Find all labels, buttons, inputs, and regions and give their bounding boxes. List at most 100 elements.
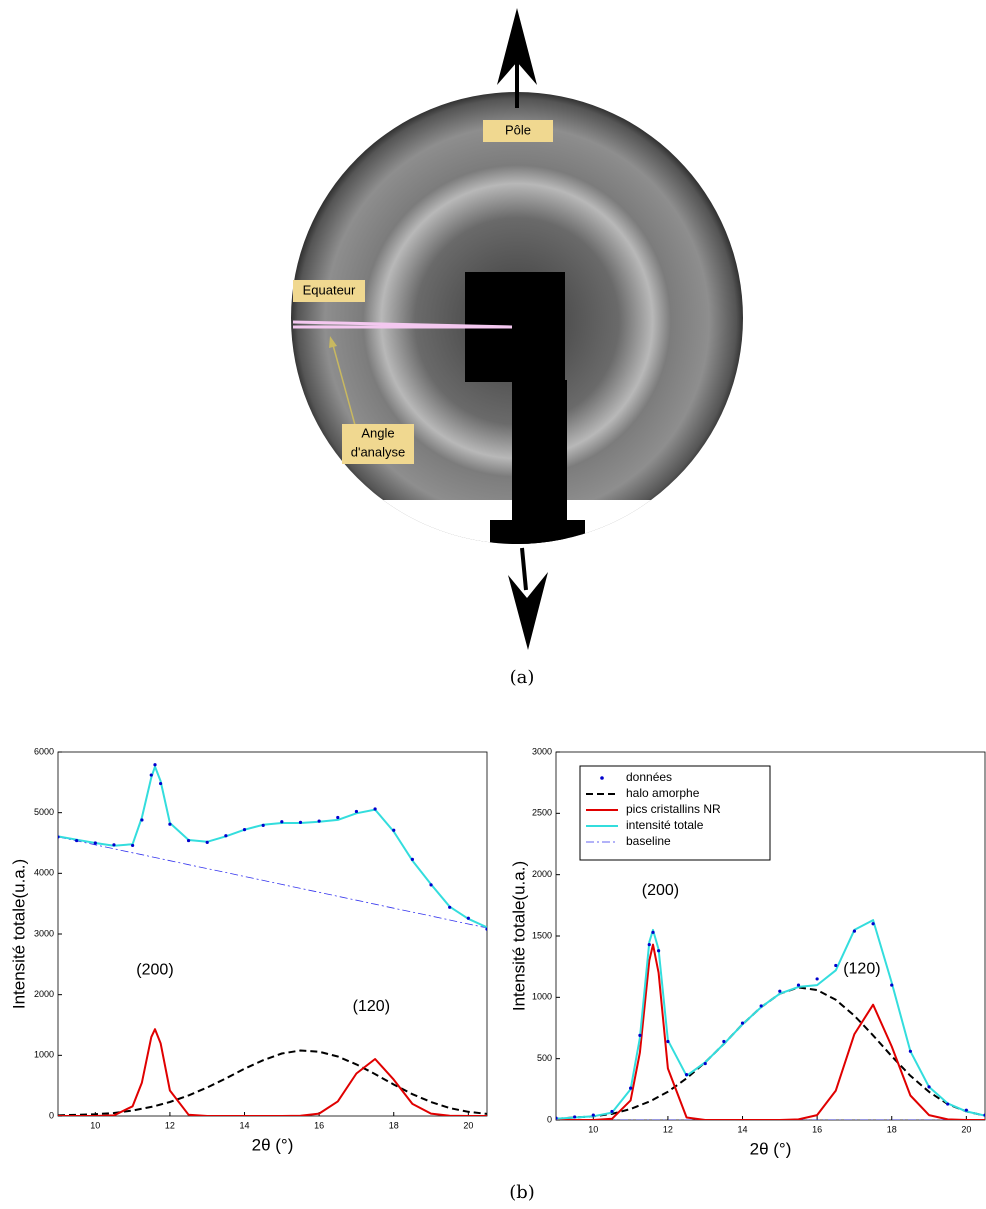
- data-point: [964, 1108, 968, 1112]
- data-point: [280, 820, 284, 824]
- data-point: [485, 927, 487, 931]
- data-point: [556, 1116, 558, 1120]
- x-tick-label: 12: [663, 1124, 673, 1134]
- data-point: [759, 1004, 763, 1008]
- x-tick-label: 18: [887, 1124, 897, 1134]
- data-point: [651, 930, 655, 934]
- legend-label: intensité totale: [626, 818, 704, 832]
- data-point: [317, 819, 321, 823]
- annotation: (200): [136, 962, 173, 979]
- x-tick-label: 14: [240, 1120, 250, 1130]
- data-point: [429, 883, 433, 887]
- y-tick-label: 6000: [34, 746, 54, 756]
- data-point: [871, 922, 875, 926]
- x-axis-label: 2θ (°): [252, 1135, 294, 1154]
- caption: (a): [510, 667, 535, 688]
- x-axis-label: 2θ (°): [750, 1139, 792, 1158]
- y-tick-label: 2000: [34, 989, 54, 999]
- data-point: [466, 916, 470, 920]
- beam-stop-arm: [512, 380, 567, 544]
- pointer-head: [329, 336, 337, 348]
- y-tick-label: 2000: [532, 869, 552, 879]
- series-line: [556, 943, 985, 1120]
- y-tick-label: 4000: [34, 868, 54, 878]
- series-line: [58, 836, 487, 929]
- annotation: (200): [642, 882, 679, 899]
- label-box: [483, 120, 553, 142]
- data-point: [666, 1039, 670, 1044]
- data-point: [149, 773, 153, 777]
- data-point: [153, 763, 157, 767]
- legend-label: halo amorphe: [626, 786, 700, 800]
- caption: (b): [509, 1182, 535, 1203]
- data-point: [448, 905, 452, 909]
- data-point: [58, 835, 60, 839]
- y-tick-label: 1000: [532, 992, 552, 1002]
- y-tick-label: 500: [537, 1053, 552, 1063]
- data-point: [638, 1033, 642, 1037]
- arrow-down-head: [508, 572, 548, 650]
- data-point: [834, 963, 838, 968]
- y-tick-label: 0: [547, 1114, 552, 1124]
- x-tick-label: 16: [812, 1124, 822, 1134]
- data-point: [224, 834, 228, 838]
- angle-label: d'analyse: [351, 444, 406, 459]
- data-point: [629, 1086, 633, 1090]
- x-tick-label: 20: [463, 1120, 473, 1130]
- data-point: [852, 929, 857, 933]
- pointer: [332, 344, 356, 426]
- data-point: [656, 949, 661, 953]
- data-point: [298, 820, 303, 824]
- data-point: [410, 857, 414, 861]
- data-point: [796, 983, 801, 987]
- series-line: [58, 1049, 487, 1116]
- data-point: [112, 843, 116, 847]
- x-tick-label: 10: [90, 1120, 100, 1130]
- data-point: [927, 1085, 931, 1089]
- label-box: [293, 280, 365, 302]
- y-tick-label: 1000: [34, 1050, 54, 1060]
- data-point: [647, 942, 651, 947]
- data-point: [946, 1102, 950, 1106]
- data-point: [93, 841, 97, 845]
- data-point: [140, 818, 144, 822]
- pole-label: Pôle: [505, 122, 531, 137]
- x-tick-label: 12: [165, 1120, 175, 1130]
- x-tick-label: 20: [961, 1124, 971, 1134]
- annotation: (120): [843, 960, 880, 977]
- series-line: [58, 765, 487, 929]
- series-line: [556, 919, 985, 1120]
- data-point: [158, 781, 163, 786]
- y-tick-label: 0: [49, 1110, 54, 1120]
- data-point: [373, 807, 377, 811]
- diffraction-image: Pôle Equateur Angle d'analyse: [291, 8, 743, 650]
- y-tick-label: 3000: [532, 746, 552, 756]
- x-tick-label: 16: [314, 1120, 324, 1130]
- y-axis-label: Intensité totale(u.a.): [509, 861, 528, 1011]
- data-point: [983, 1113, 985, 1117]
- data-point: [684, 1073, 689, 1077]
- arrow-up-head: [497, 8, 537, 85]
- legend-label: données: [626, 770, 672, 784]
- y-tick-label: 5000: [34, 807, 54, 817]
- data-point: [573, 1115, 577, 1119]
- legend-label: baseline: [626, 834, 671, 848]
- plot-frame: [57, 751, 488, 1117]
- x-tick-label: 10: [588, 1124, 598, 1134]
- x-tick-label: 18: [389, 1120, 399, 1130]
- data-point: [131, 843, 135, 848]
- data-point: [205, 840, 209, 844]
- data-point: [703, 1061, 707, 1066]
- label-box: [342, 424, 414, 464]
- data-point: [168, 822, 172, 826]
- y-tick-label: 2500: [532, 808, 552, 818]
- data-point: [908, 1049, 912, 1053]
- y-axis-label: Intensité totale(u.a.): [9, 859, 28, 1009]
- data-point: [610, 1109, 614, 1114]
- data-point: [778, 989, 782, 993]
- y-tick-label: 1500: [532, 930, 552, 940]
- data-point: [890, 983, 894, 987]
- data-point: [591, 1113, 595, 1117]
- data-point: [392, 828, 396, 832]
